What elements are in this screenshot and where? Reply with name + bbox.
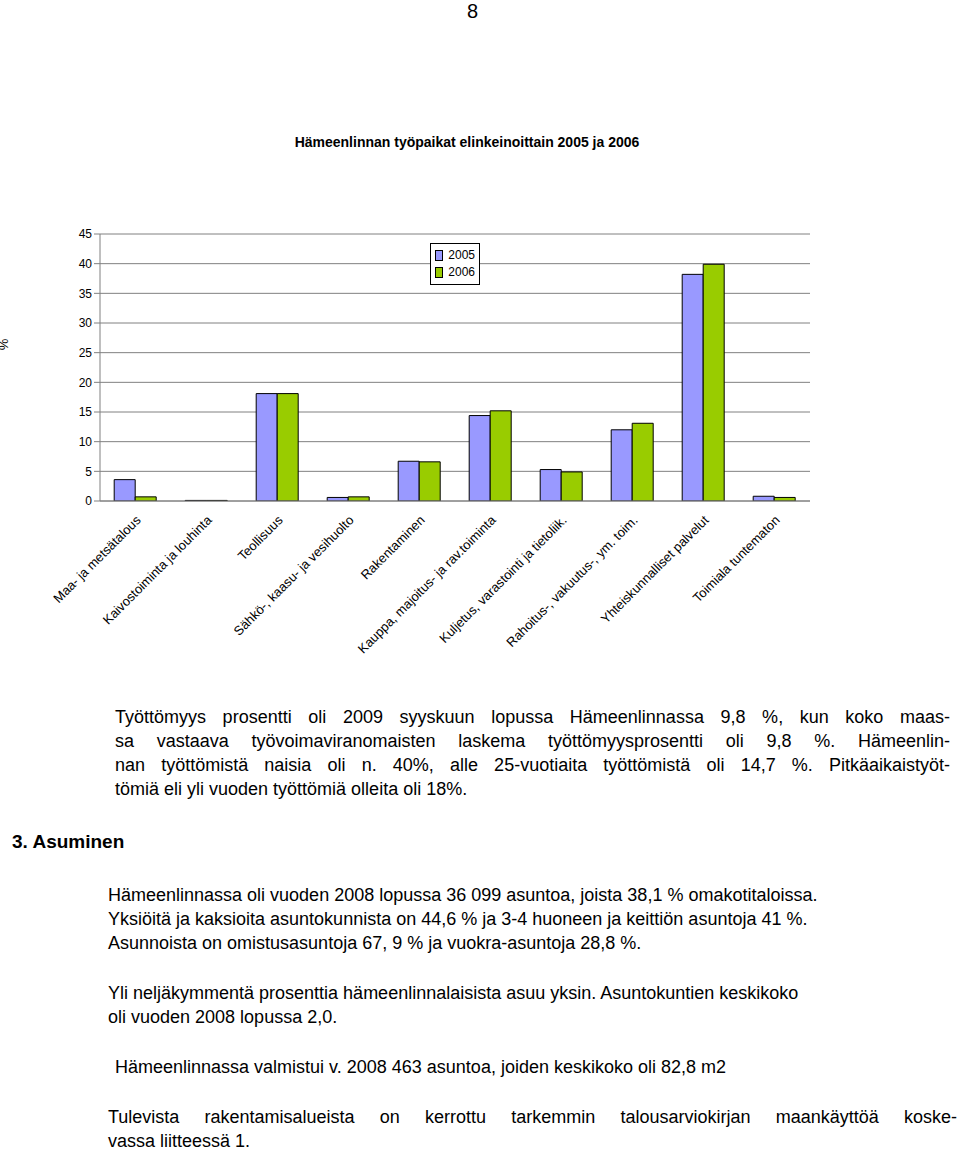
html-text:vassa liitteessä 1.: vassa liitteessä 1. [108,1131,251,1151]
html-text:Hämeenlinnan työpaikat elinkei: Hämeenlinnan työpaikat elinkeinoittain 2… [294,134,640,150]
svg-text:Sähkö-, kaasu- ja vesihuolto: Sähkö-, kaasu- ja vesihuolto [231,513,357,639]
html-text:Asunnoista on omistusasuntoja: Asunnoista on omistusasuntoja 67, 9 % ja… [108,933,642,953]
html-text:tömiä eli yli vuoden työttömiä: tömiä eli yli vuoden työttömiä olleita o… [115,779,468,799]
svg-text:Rakentaminen: Rakentaminen [358,513,428,583]
svg-text:Kauppa, majoitus- ja rav.toimi: Kauppa, majoitus- ja rav.toiminta [355,512,499,656]
svg-text:45: 45 [79,227,93,241]
html-text:3. Asuminen: 3. Asuminen [12,831,125,852]
html-text:sa vastaava työvoimaviranomais: sa vastaava työvoimaviranomaisten laskem… [115,731,950,751]
svg-text:40: 40 [79,257,93,271]
svg-text:25: 25 [79,346,93,360]
svg-text:5: 5 [85,465,92,479]
svg-text:30: 30 [79,316,93,330]
svg-text:20: 20 [79,376,93,390]
html-text:Hämeenlinnassa oli vuoden 2008: Hämeenlinnassa oli vuoden 2008 lopussa 3… [108,885,818,905]
svg-text:Teollisuus: Teollisuus [235,512,286,563]
html-text:8: 8 [466,0,479,22]
html-text:2005: 2005 [448,248,475,262]
html-text:Hämeenlinnassa valmistui v. 20: Hämeenlinnassa valmistui v. 2008 463 asu… [115,1057,726,1077]
svg-text:35: 35 [79,287,93,301]
html-text:Tulevista rakentamisalueista o: Tulevista rakentamisalueista on kerrottu… [108,1107,957,1127]
html-text:Yli neljäkymmentä prosenttia h: Yli neljäkymmentä prosenttia hämeenlinna… [108,983,799,1003]
html-text:nan työttömistä naisia oli n.: nan työttömistä naisia oli n. 40%, alle … [115,755,950,775]
svg-text:Yhteiskunnalliset palvelut: Yhteiskunnalliset palvelut [598,512,712,626]
svg-text:Kuljetus, varastointi ja tieto: Kuljetus, varastointi ja tietoliik. [436,513,569,646]
svg-text:0: 0 [85,494,92,508]
svg-text:Kaivostoiminta ja louhinta: Kaivostoiminta ja louhinta [100,512,215,627]
html-text:Työttömyys prosentti oli 2009: Työttömyys prosentti oli 2009 syyskuun l… [115,707,950,727]
svg-text:Rahoitus-, vakuutus-, ym. toim: Rahoitus-, vakuutus-, ym. toim. [503,513,640,650]
html-text:2006: 2006 [448,265,475,279]
svg-text:Toimiala tuntematon: Toimiala tuntematon [690,513,783,606]
svg-text:15: 15 [79,405,93,419]
svg-text:Maa- ja metsätalous: Maa- ja metsätalous [50,512,144,606]
svg-text:10: 10 [79,435,93,449]
html-text:oli vuoden 2008 lopussa 2,0.: oli vuoden 2008 lopussa 2,0. [108,1007,338,1027]
html-text:Yksiöitä ja kaksioita asuntoku: Yksiöitä ja kaksioita asuntokunnista on … [108,909,808,929]
